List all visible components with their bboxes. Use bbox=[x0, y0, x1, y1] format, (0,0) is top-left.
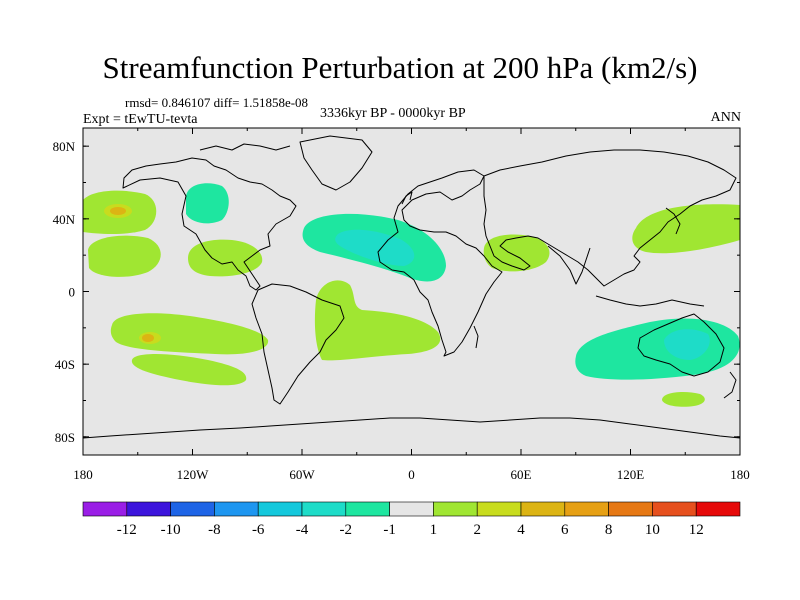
colorbar-swatch bbox=[476, 501, 522, 517]
colorbar-swatch bbox=[520, 501, 566, 517]
core-atlantic bbox=[335, 229, 415, 266]
colorbar-swatch bbox=[82, 501, 128, 517]
experiment-label: Expt = tEwTU-tevta bbox=[83, 112, 198, 127]
coast-arctic-islands bbox=[199, 143, 291, 151]
core-south-pacific-inner bbox=[142, 334, 154, 342]
lon-tick-label: 60W bbox=[289, 467, 315, 482]
positive-region-south-atlantic bbox=[314, 280, 441, 361]
coast-new-zealand bbox=[723, 371, 737, 399]
colorbar-label: 2 bbox=[473, 522, 481, 538]
positive-anomaly-regions bbox=[83, 190, 740, 407]
colorbar-label: -2 bbox=[340, 522, 353, 538]
colorbar-label: 10 bbox=[645, 522, 660, 538]
colorbar-label: -10 bbox=[161, 522, 181, 538]
positive-region-middle-east bbox=[483, 234, 550, 272]
coast-japan bbox=[665, 207, 681, 235]
core-north-pacific-inner bbox=[110, 207, 126, 215]
colorbar-label: 1 bbox=[430, 522, 438, 538]
colorbar-swatch bbox=[170, 501, 215, 517]
colorbar-swatch bbox=[301, 501, 347, 517]
positive-region-south-pacific-north bbox=[110, 313, 269, 355]
colorbar-swatch bbox=[564, 501, 609, 517]
map-title: Streamfunction Perturbation at 200 hPa (… bbox=[102, 50, 698, 85]
colorbar-label: -1 bbox=[383, 522, 396, 538]
positive-region-east-asia bbox=[632, 204, 740, 254]
stats-text: rmsd= 0.846107 diff= 1.51858e-08 bbox=[125, 95, 309, 110]
contour-fields bbox=[83, 135, 740, 439]
colorbar-swatch bbox=[389, 501, 434, 517]
colorbar-swatch bbox=[608, 501, 653, 517]
colorbar-label: 4 bbox=[517, 522, 525, 538]
positive-region-south-pacific-south bbox=[131, 354, 247, 386]
colorbar-label: -4 bbox=[296, 522, 309, 538]
colorbar-label: -12 bbox=[117, 522, 137, 538]
colorbar-label: 8 bbox=[605, 522, 613, 538]
positive-region-central-america bbox=[188, 239, 263, 277]
colorbar-label: -6 bbox=[252, 522, 265, 538]
lat-tick-label: 80N bbox=[53, 139, 76, 154]
coast-uk bbox=[401, 191, 413, 205]
positive-region-southern-ocean bbox=[662, 392, 705, 407]
coast-greenland bbox=[299, 135, 373, 191]
coastlines bbox=[83, 135, 740, 439]
lon-tick-label: 0 bbox=[408, 467, 415, 482]
latitude-axis: 80N 40N 0 40S 80S bbox=[53, 139, 740, 445]
colorbar-label: -8 bbox=[208, 522, 221, 538]
lat-tick-label: 0 bbox=[69, 285, 76, 300]
map-background bbox=[83, 128, 740, 455]
colorbar: -12 -10 -8 -6 -4 -2 -1 1 2 4 6 8 10 12 bbox=[82, 501, 741, 538]
coast-antarctica bbox=[83, 417, 740, 439]
colorbar-label: 12 bbox=[689, 522, 704, 538]
negative-region-north-america bbox=[186, 183, 229, 224]
colorbar-label: 6 bbox=[561, 522, 569, 538]
coast-asia bbox=[483, 149, 737, 287]
coast-australia bbox=[637, 313, 725, 377]
lon-tick-label: 60E bbox=[511, 467, 532, 482]
lat-tick-label: 80S bbox=[55, 430, 75, 445]
colorbar-swatch bbox=[126, 501, 171, 517]
period-label: 3336kyr BP - 0000kyr BP bbox=[320, 106, 466, 121]
lon-tick-label: 180 bbox=[730, 467, 750, 482]
negative-anomaly-cores bbox=[335, 229, 710, 360]
lat-tick-label: 40S bbox=[55, 357, 75, 372]
core-australia bbox=[664, 329, 710, 360]
colorbar-swatch bbox=[652, 501, 697, 517]
coast-india bbox=[547, 245, 591, 285]
lon-tick-label: 180 bbox=[73, 467, 93, 482]
coast-indonesia bbox=[595, 295, 705, 307]
colorbar-swatch bbox=[214, 501, 259, 517]
lon-tick-label: 120E bbox=[617, 467, 645, 482]
colorbar-swatch bbox=[257, 501, 303, 517]
longitude-axis: 180 120W 60W 0 60E 120E 180 bbox=[73, 128, 750, 482]
coast-north-america bbox=[122, 157, 297, 291]
positive-region-north-pacific-east bbox=[88, 235, 161, 277]
lat-tick-label: 40N bbox=[53, 212, 76, 227]
lon-tick-label: 120W bbox=[177, 467, 210, 482]
coast-madagascar bbox=[473, 325, 479, 349]
season-label: ANN bbox=[710, 110, 741, 125]
coast-south-america bbox=[251, 283, 345, 405]
colorbar-swatch bbox=[695, 501, 741, 517]
colorbar-swatch bbox=[433, 501, 478, 517]
coast-europe-africa bbox=[377, 169, 503, 357]
colorbar-swatch bbox=[345, 501, 390, 517]
